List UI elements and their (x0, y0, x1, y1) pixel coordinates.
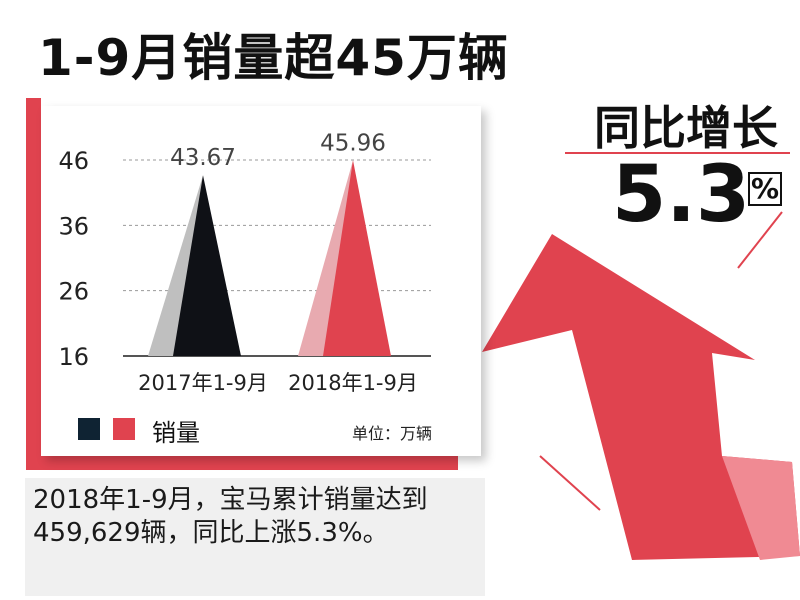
yoy-value: 5.3 (612, 150, 751, 240)
card-accent-left (26, 98, 41, 470)
x-tick-label: 2017年1-9月 (138, 371, 268, 395)
x-tick-label: 2018年1-9月 (288, 371, 418, 395)
yoy-divider (565, 152, 790, 154)
y-tick-label: 16 (58, 343, 89, 371)
page-title: 1-9月销量超45万辆 (38, 29, 509, 87)
bar-1 (323, 160, 391, 356)
unit-label: 单位：万辆 (352, 424, 433, 443)
legend-label: 销量 (152, 419, 200, 447)
legend-swatch-2018 (113, 418, 135, 440)
data-label: 43.67 (170, 145, 236, 171)
data-label: 45.96 (320, 130, 386, 156)
chart-card: 46 36 26 16 43.67 2017年1-9月 45.96 2018年1-9月 (41, 106, 481, 456)
card-accent-bottom (26, 456, 458, 470)
y-tick-label: 46 (58, 147, 89, 175)
description-box: 2018年1-9月，宝马累计销量达到459,629辆，同比上涨5.3%。 (25, 478, 485, 596)
yoy-label: 同比增长 (594, 101, 778, 155)
legend-swatch-2017 (78, 418, 100, 440)
y-tick-label: 36 (58, 212, 89, 240)
description-text: 2018年1-9月，宝马累计销量达到459,629辆，同比上涨5.3%。 (33, 485, 428, 548)
bar-chart: 46 36 26 16 43.67 2017年1-9月 45.96 2018年1-9月 (58, 130, 431, 395)
yoy-percent-sign: % (748, 172, 782, 206)
y-tick-label: 26 (58, 278, 89, 306)
bar-0 (173, 175, 241, 356)
